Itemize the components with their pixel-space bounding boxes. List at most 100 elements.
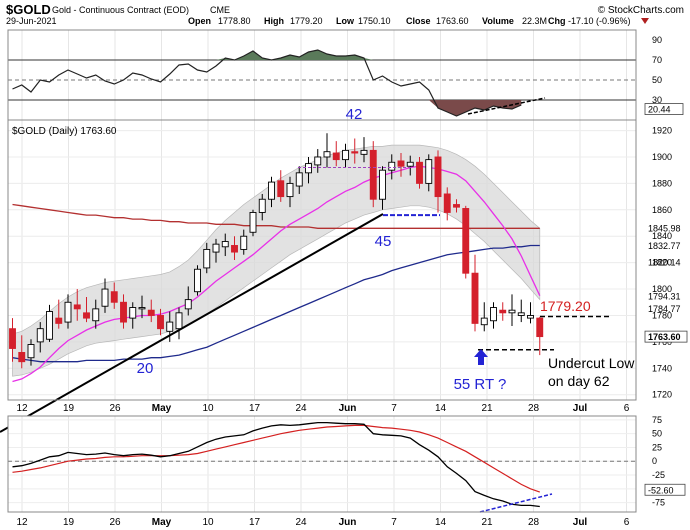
x-axis-label: 24 [295, 403, 307, 414]
high-value: 1779.20 [290, 16, 323, 26]
rsi-line [12, 49, 522, 117]
candle-body [64, 301, 72, 323]
candle-body [175, 312, 183, 330]
x-axis-label-bottom: 28 [528, 517, 540, 528]
candle-body [508, 309, 516, 314]
x-axis-label: 10 [202, 403, 214, 414]
candle-body [342, 149, 349, 161]
macd-last-label: -52.60 [648, 485, 674, 495]
ma-short-line [12, 165, 541, 383]
candle-body [332, 152, 340, 161]
candle-body [268, 181, 275, 200]
rsi-tick-label: 30 [652, 95, 662, 105]
x-axis-label: May [152, 403, 172, 414]
rsi-tick-label: 90 [652, 35, 662, 45]
price-value-label: 1820.14 [648, 257, 681, 267]
price-frame [7, 119, 637, 401]
macd-tick-label: 75 [652, 415, 662, 425]
cycle-annotation: 45 [375, 233, 392, 250]
candle-body [351, 151, 359, 154]
price-tick-label: 1720 [652, 390, 672, 400]
x-axis-label: 7 [391, 403, 397, 414]
macd-line [12, 421, 540, 508]
price-tick-label: 1780 [652, 310, 672, 320]
candle-body [397, 160, 405, 167]
price-tick-label: 1840 [652, 231, 672, 241]
ma-mid-line [12, 244, 540, 363]
price-tick-label: 1740 [652, 363, 672, 373]
candle-body [101, 288, 109, 307]
macd-tick-label: 0 [652, 456, 657, 466]
macd-frame [7, 415, 637, 513]
x-axis-label-bottom: 24 [295, 517, 307, 528]
ma-long-line [12, 203, 540, 229]
x-axis-label: 28 [528, 403, 540, 414]
candle-body [46, 311, 53, 340]
rsi-background [8, 30, 636, 120]
candle-body [18, 352, 26, 363]
trendline [0, 213, 384, 433]
candle-body [323, 151, 331, 158]
macd-tick-label: 25 [652, 442, 662, 452]
price-tick-label: 1820 [652, 258, 672, 268]
candle-body [480, 317, 488, 326]
candle-body [147, 309, 155, 316]
x-axis-label: Jun [339, 403, 357, 414]
rsi-tick-label: 70 [652, 55, 662, 65]
annotations: 42 20 45 55 RT ? 1779.20 Undercut Low on… [137, 106, 636, 393]
candle-body [27, 344, 35, 359]
high-label: High [264, 16, 284, 26]
candle-body [295, 172, 303, 187]
price-value-label: 1845.98 [648, 223, 681, 233]
macd-tick-label: -25 [652, 470, 665, 480]
macd-tick-label: 50 [652, 429, 662, 439]
candle-body [9, 328, 16, 349]
candle-body [490, 307, 497, 322]
candle-body [471, 272, 479, 324]
x-axis-label-bottom: 6 [624, 517, 630, 528]
candle-body [203, 248, 211, 269]
chart-header: $GOLD Gold - Continuous Contract (EOD) C… [6, 2, 684, 26]
x-axis-label: 12 [16, 403, 28, 414]
low-value: 1750.10 [358, 16, 391, 26]
rsi-last-box [644, 103, 684, 115]
candle-body [499, 309, 507, 314]
candle-body [36, 328, 44, 343]
low-label: Low [336, 16, 355, 26]
chg-label: Chg [548, 16, 566, 26]
candle-body [443, 193, 451, 213]
price-value-label: 1763.60 [648, 332, 681, 342]
candle-body [138, 307, 146, 310]
price-tick-label: 1900 [652, 152, 672, 162]
x-axis-label: 6 [624, 403, 630, 414]
down-arrow-icon [641, 18, 649, 24]
candle-body [305, 163, 312, 174]
candle-body [231, 245, 238, 253]
candle-body [194, 268, 201, 293]
price-value-label: 1784.77 [648, 304, 681, 314]
close-value: 1763.60 [436, 16, 469, 26]
rsi-oversold-fill [12, 100, 522, 116]
peak-annotation: 42 [346, 106, 363, 123]
x-axis-label: 21 [481, 403, 493, 414]
x-axis-label-bottom: 14 [435, 517, 447, 528]
candle-body [388, 161, 396, 171]
candle-body [434, 156, 442, 198]
x-axis-label-bottom: Jun [339, 517, 357, 528]
x-axis-label-bottom: May [152, 517, 172, 528]
note-line-1: Undercut Low [548, 355, 635, 371]
candle-body [453, 204, 460, 208]
x-axes: 12 12 19 19 26 26 May May 10 10 17 17 24 24 Jun Jun 7 7 14… [16, 403, 629, 528]
x-axis-label-bottom: Jul [573, 517, 588, 528]
candle-body [517, 312, 525, 316]
price-title: $GOLD (Daily) 1763.60 [12, 126, 117, 137]
note-line-2: on day 62 [548, 373, 610, 389]
candle-body [277, 180, 285, 198]
low-annotation: 20 [137, 360, 154, 377]
price-annotation: 1779.20 [540, 298, 591, 314]
candle-body [416, 161, 423, 184]
price-tick-label: 1800 [652, 284, 672, 294]
brand-label: © StockCharts.com [598, 5, 684, 16]
price-value-label: 1794.31 [648, 292, 681, 302]
